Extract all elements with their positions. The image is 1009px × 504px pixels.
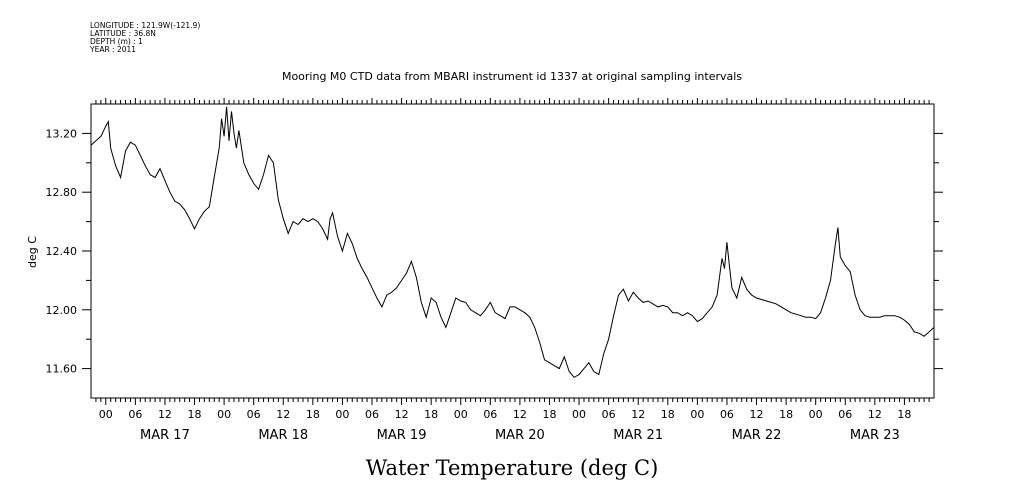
x-hour-label: 12 xyxy=(750,408,764,421)
x-hour-label: 18 xyxy=(188,408,202,421)
x-hour-label: 12 xyxy=(395,408,409,421)
x-hour-label: 00 xyxy=(572,408,586,421)
series-line xyxy=(90,106,935,379)
x-date-label: MAR 20 xyxy=(495,428,545,443)
x-hour-label: 12 xyxy=(631,408,645,421)
x-hour-label: 06 xyxy=(720,408,734,421)
x-hour-label: 06 xyxy=(128,408,142,421)
x-hour-label: 00 xyxy=(217,408,231,421)
y-tick-label: 12.40 xyxy=(46,245,78,258)
depth-text: DEPTH (m) : 1 xyxy=(90,37,143,46)
x-hour-label: 18 xyxy=(424,408,438,421)
x-hour-label: 12 xyxy=(158,408,172,421)
x-date-label: MAR 23 xyxy=(850,428,900,443)
x-hour-label: 12 xyxy=(276,408,290,421)
x-hour-label: 12 xyxy=(513,408,527,421)
year-text: YEAR : 2011 xyxy=(90,45,137,54)
x-date-label: MAR 22 xyxy=(732,428,782,443)
y-tick-label: 13.20 xyxy=(46,127,78,140)
x-date-label: MAR 19 xyxy=(377,428,427,443)
x-hour-label: 18 xyxy=(306,408,320,421)
x-hour-label: 00 xyxy=(809,408,823,421)
x-hour-label: 00 xyxy=(99,408,113,421)
x-hour-label: 00 xyxy=(454,408,468,421)
x-axis: 00 06 12 18 00 06 12 18 00 06 12 18 00 06 12 18 00 06 12 18… xyxy=(95,98,930,443)
x-hour-label: 06 xyxy=(365,408,379,421)
x-axis-label: Water Temperature (deg C) xyxy=(366,456,659,480)
latitude-text: LATITUDE : 36.8N xyxy=(90,29,156,38)
x-date-label: MAR 18 xyxy=(258,428,308,443)
x-hour-label: 06 xyxy=(602,408,616,421)
plot-frame xyxy=(90,103,935,399)
y-axis-label: deg C xyxy=(26,236,39,268)
y-tick-label: 11.60 xyxy=(46,363,78,376)
x-hour-label: 00 xyxy=(690,408,704,421)
y-tick-label: 12.80 xyxy=(46,186,78,199)
x-hour-label: 06 xyxy=(247,408,261,421)
y-axis: 13.20 12.80 12.40 12.00 11.60 xyxy=(46,127,943,376)
longitude-text: LONGITUDE : 121.9W(-121.9) xyxy=(90,21,201,30)
x-hour-label: 06 xyxy=(838,408,852,421)
chart-title: Mooring M0 CTD data from MBARI instrumen… xyxy=(282,70,742,83)
metadata-block: LONGITUDE : 121.9W(-121.9) LATITUDE : 36… xyxy=(90,22,200,54)
x-hour-label: 18 xyxy=(779,408,793,421)
x-hour-label: 18 xyxy=(661,408,675,421)
y-tick-label: 12.00 xyxy=(46,304,78,317)
x-hour-label: 00 xyxy=(335,408,349,421)
x-date-label: MAR 21 xyxy=(613,428,663,443)
x-hour-label: 18 xyxy=(542,408,556,421)
x-date-label: MAR 17 xyxy=(140,428,190,443)
x-hour-label: 12 xyxy=(868,408,882,421)
x-hour-label: 18 xyxy=(897,408,911,421)
x-hour-label: 06 xyxy=(483,408,497,421)
